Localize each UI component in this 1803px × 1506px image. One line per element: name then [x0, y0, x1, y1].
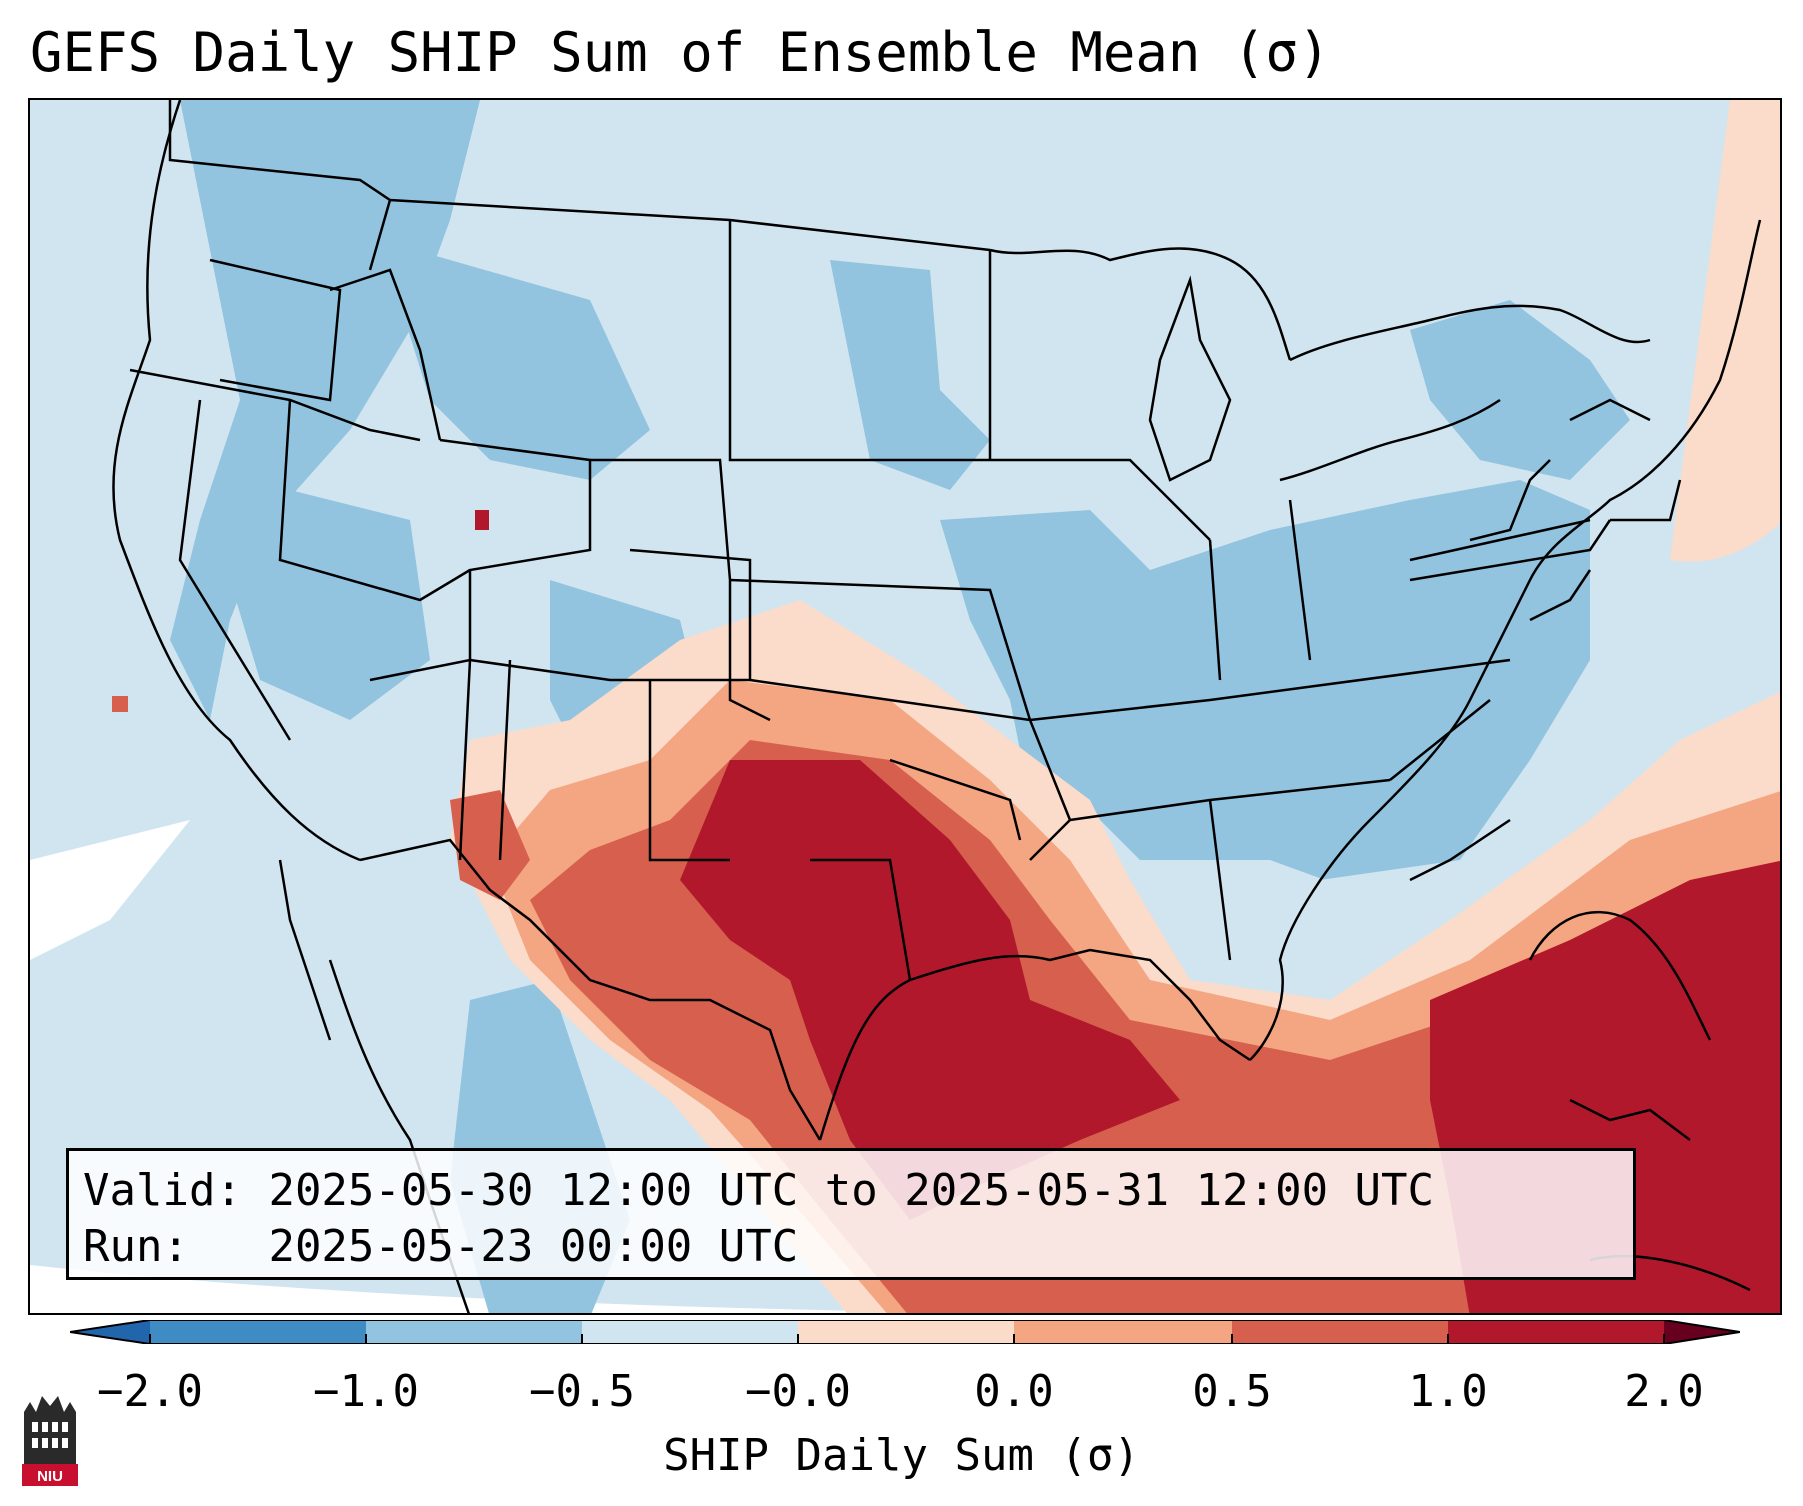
colorbar-segment	[150, 1320, 366, 1344]
niu-logo-icon: NIU	[22, 1396, 78, 1486]
colorbar-segment	[1448, 1320, 1664, 1344]
colorbar-tick-label: −2.0	[97, 1366, 203, 1417]
atlantic-light-red	[1670, 100, 1780, 562]
colorbar-tick-label: 1.0	[1408, 1366, 1488, 1417]
colorbar-extend-high	[1664, 1320, 1740, 1344]
colorbar-extend-low	[70, 1320, 150, 1344]
colorbar-label: SHIP Daily Sum (σ)	[663, 1430, 1140, 1481]
map-title: GEFS Daily SHIP Sum of Ensemble Mean (σ)	[30, 21, 1331, 84]
valid-run-info-box: Valid: 2025-05-30 12:00 UTC to 2025-05-3…	[66, 1148, 1636, 1280]
logo-text: NIU	[37, 1468, 63, 1485]
colorbar-segment	[1232, 1320, 1448, 1344]
colorbar-segment	[582, 1320, 798, 1344]
colorbar	[70, 1320, 1740, 1344]
colorbar-segment	[798, 1320, 1014, 1344]
map-canvas	[30, 100, 1780, 1313]
valid-label: Valid:	[83, 1165, 242, 1216]
colorbar-tick-label: −1.0	[313, 1366, 419, 1417]
colorbar-tick-label: −0.0	[745, 1366, 851, 1417]
colorbar-segment	[366, 1320, 582, 1344]
colorbar-tick-label: −0.5	[529, 1366, 635, 1417]
run-value: 2025-05-23 00:00 UTC	[268, 1221, 799, 1272]
run-label: Run:	[83, 1221, 189, 1272]
colorbar-tick-label: 0.5	[1192, 1366, 1272, 1417]
colorbar-tick-label: 0.0	[974, 1366, 1054, 1417]
map-panel[interactable]	[28, 98, 1782, 1315]
projection-edge	[30, 1265, 1780, 1313]
valid-value: 2025-05-30 12:00 UTC to 2025-05-31 12:00…	[268, 1165, 1435, 1216]
colorbar-segment	[1014, 1320, 1232, 1344]
colorbar-tick-label: 2.0	[1624, 1366, 1704, 1417]
